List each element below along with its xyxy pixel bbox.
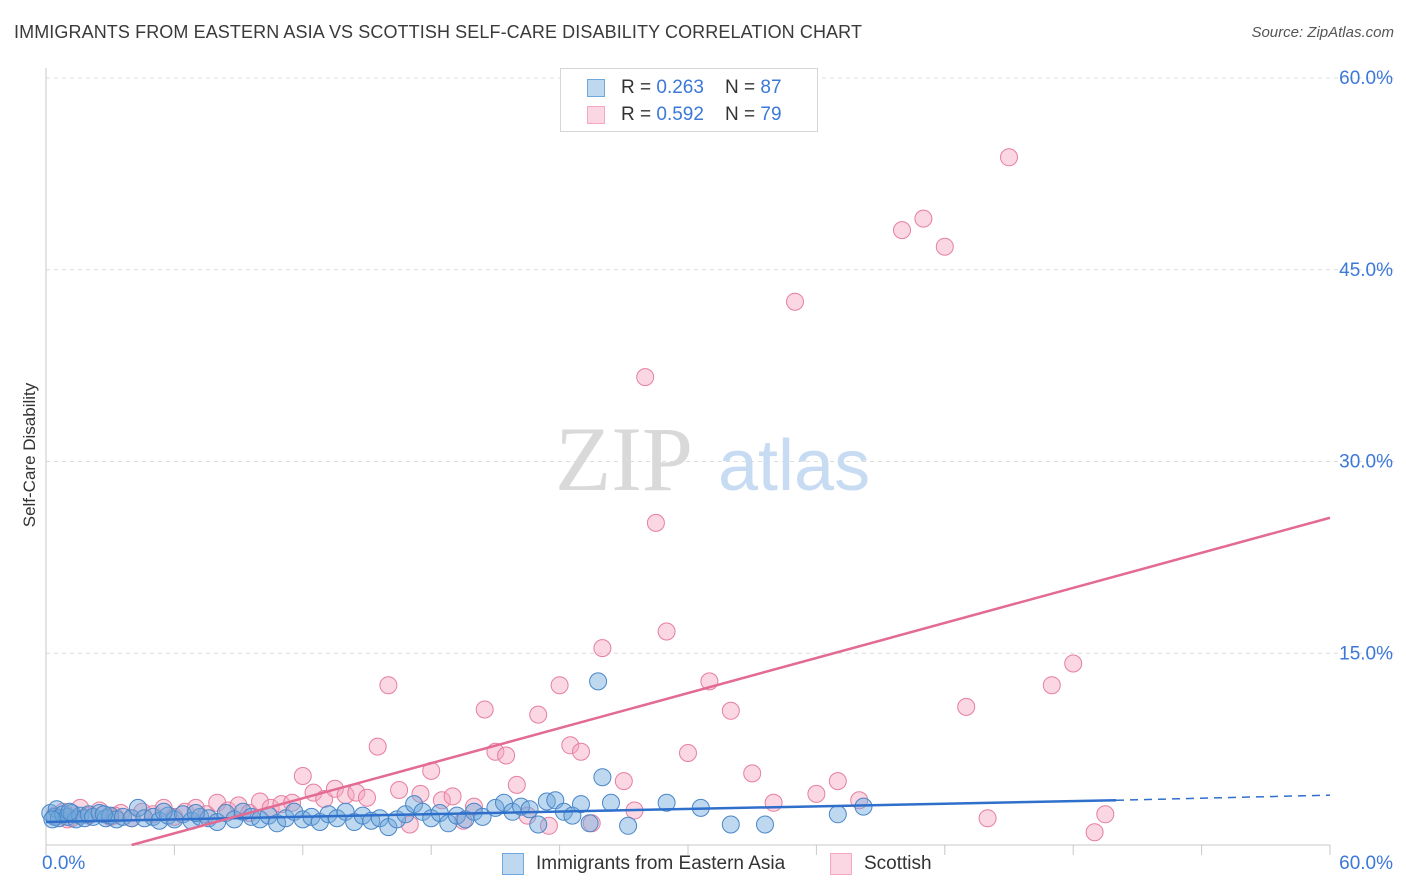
- data-point: [268, 814, 287, 833]
- data-point: [614, 772, 633, 791]
- data-point: [593, 639, 612, 658]
- x-tick-label-max: 60.0%: [1339, 853, 1393, 874]
- data-point: [646, 513, 665, 532]
- data-point: [764, 793, 783, 812]
- data-point: [807, 784, 826, 803]
- data-point: [580, 814, 599, 833]
- gridlines: [46, 77, 1395, 654]
- data-point: [561, 736, 580, 755]
- trend-lines: [45, 516, 1331, 847]
- data-point: [756, 815, 774, 834]
- data-point: [368, 737, 387, 756]
- y-tick-label: 30.0%: [1339, 452, 1393, 473]
- data-point: [828, 805, 847, 824]
- data-point: [186, 804, 205, 822]
- data-point: [721, 815, 740, 834]
- legend-stats: R = 0.263 N = 87: [621, 77, 782, 98]
- series-eastern-asia: [41, 672, 873, 837]
- data-point: [1085, 823, 1104, 842]
- data-point: [589, 672, 608, 691]
- data-point: [1096, 805, 1115, 824]
- watermark: ZIP atlas: [555, 408, 870, 510]
- data-point: [497, 746, 516, 765]
- data-point: [935, 237, 954, 256]
- data-point: [550, 676, 569, 695]
- watermark-atlas: atlas: [718, 426, 870, 506]
- trend-line-scottish: [131, 516, 1331, 847]
- data-point: [572, 742, 590, 761]
- data-point: [122, 809, 141, 828]
- data-point: [602, 793, 620, 812]
- trend-line-eastern-asia: [45, 799, 1117, 824]
- data-point: [443, 787, 462, 806]
- axes: [45, 68, 1331, 855]
- data-point: [390, 781, 409, 799]
- x-tick-label-min: 0.0%: [42, 853, 85, 874]
- data-point: [43, 810, 62, 829]
- y-tick-label: 15.0%: [1339, 643, 1393, 664]
- y-tick-label: 60.0%: [1339, 68, 1393, 89]
- legend-swatch-eastern-asia: [587, 79, 605, 97]
- data-point: [520, 800, 539, 819]
- source-label: Source: ZipAtlas.com: [1251, 24, 1394, 41]
- legend-swatch-eastern-asia: [502, 853, 524, 875]
- trend-line-eastern-asia-extension: [1115, 794, 1331, 802]
- data-point: [957, 697, 976, 716]
- watermark-zip: ZIP: [555, 408, 693, 510]
- data-point: [60, 802, 79, 821]
- data-point: [636, 368, 655, 387]
- data-point: [657, 622, 676, 641]
- y-tick-label: 45.0%: [1339, 260, 1393, 281]
- legend-label: Scottish: [864, 853, 932, 874]
- correlation-legend: R = 0.263 N = 87 R = 0.592 N = 79: [560, 68, 818, 132]
- data-point: [465, 802, 483, 821]
- data-point: [978, 809, 997, 828]
- legend-swatch-scottish: [830, 853, 852, 875]
- data-point: [828, 772, 847, 791]
- data-point: [721, 701, 740, 720]
- legend-stats: R = 0.592 N = 79: [621, 104, 782, 125]
- data-point: [94, 805, 113, 824]
- data-point: [679, 744, 697, 762]
- data-point: [411, 784, 430, 803]
- data-point: [572, 795, 590, 814]
- tick-labels: 15.0% 30.0% 45.0% 60.0% 0.0% 60.0%: [42, 68, 1393, 874]
- legend-swatch-scottish: [587, 106, 605, 124]
- data-point: [507, 775, 526, 794]
- data-point: [914, 209, 933, 228]
- data-point: [743, 764, 762, 783]
- legend-label: Immigrants from Eastern Asia: [536, 853, 786, 874]
- data-point: [1042, 676, 1061, 695]
- data-point: [593, 768, 612, 787]
- data-point: [475, 700, 494, 719]
- data-point: [529, 705, 548, 724]
- chart-title: IMMIGRANTS FROM EASTERN ASIA VS SCOTTISH…: [14, 22, 863, 42]
- data-point: [358, 788, 376, 807]
- y-axis-label: Self-Care Disability: [20, 382, 39, 528]
- data-point: [893, 221, 911, 240]
- data-point: [529, 815, 548, 834]
- data-point: [1000, 148, 1018, 167]
- data-point: [786, 292, 804, 311]
- data-point: [1064, 654, 1083, 673]
- data-point: [293, 767, 312, 785]
- data-point: [154, 802, 173, 821]
- data-point: [379, 676, 398, 695]
- data-point: [619, 816, 638, 835]
- data-point: [657, 793, 676, 812]
- data-point: [129, 798, 147, 817]
- data-point: [447, 806, 466, 825]
